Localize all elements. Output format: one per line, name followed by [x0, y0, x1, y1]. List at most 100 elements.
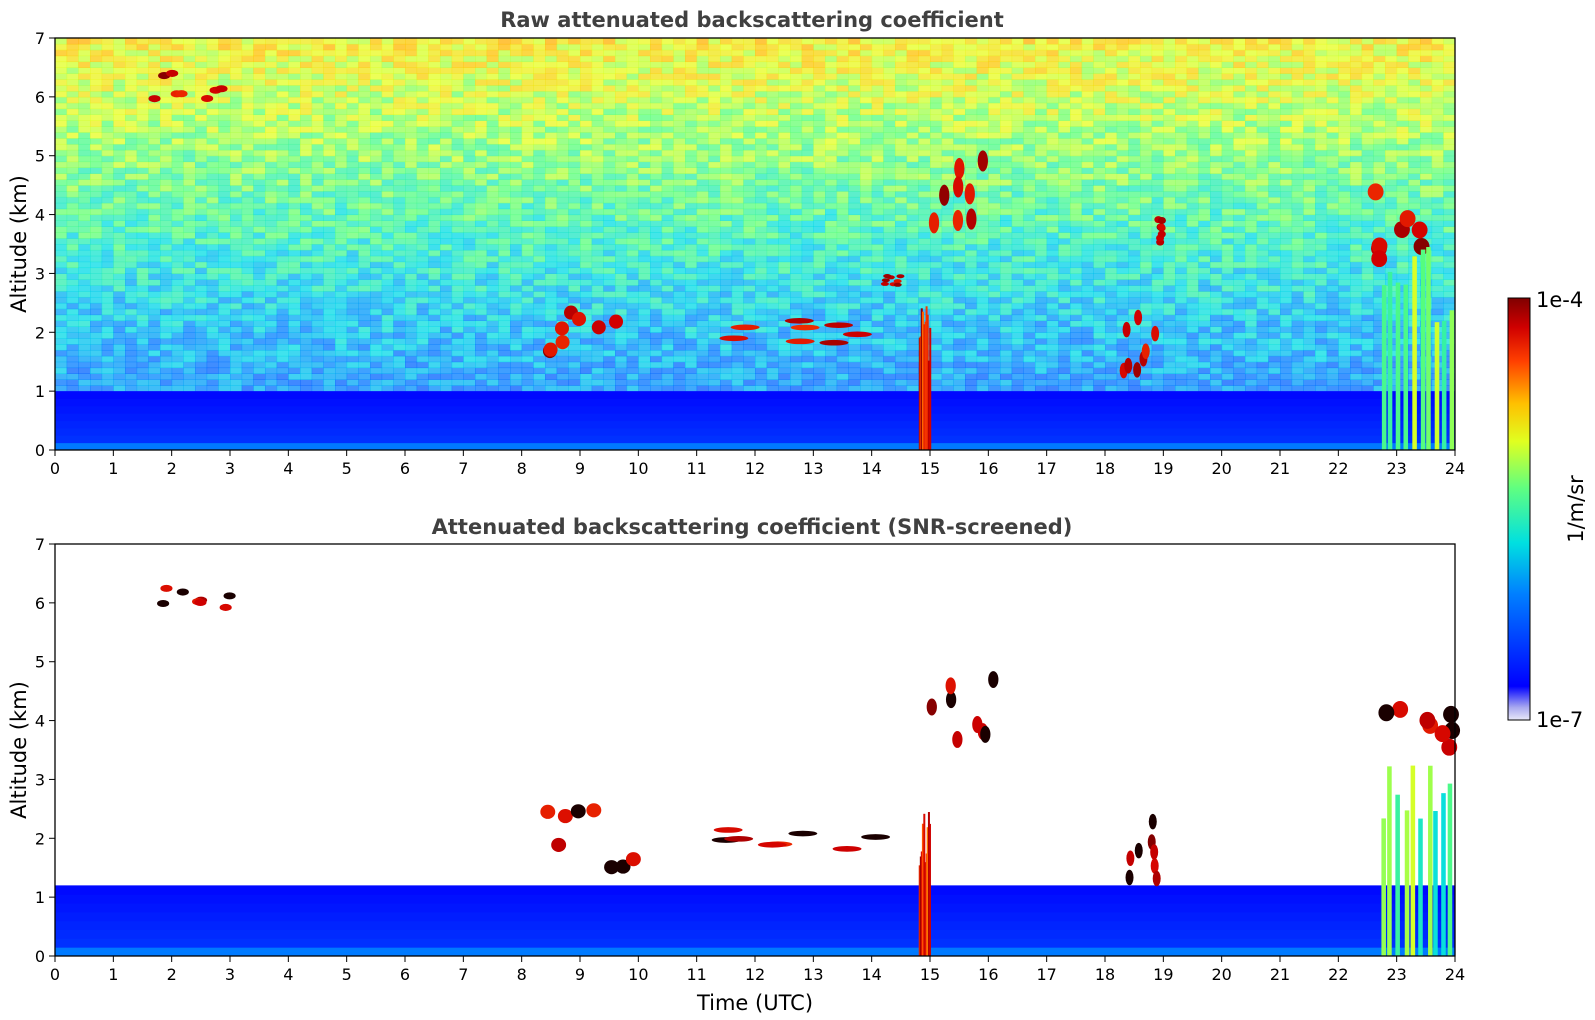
panel-screened-y-ticks: 0 1 2 3 4 5 6 7: [35, 535, 55, 966]
panel-screened-y-label: Altitude (km): [7, 681, 31, 819]
panel-raw: Raw attenuated backscattering coefficien…: [7, 8, 1465, 478]
x-tick-label: 21: [1270, 965, 1290, 984]
y-tick-label: 6: [35, 594, 45, 613]
x-tick-label: 18: [1095, 459, 1115, 478]
x-tick-label: 16: [978, 965, 998, 984]
x-tick-label: 23: [1386, 965, 1406, 984]
x-tick-label: 6: [400, 459, 410, 478]
colorbar-min-label: 1e-7: [1536, 708, 1583, 732]
panel-raw-x-ticks: 0 1 2 3 4 5 6 7 8 9 10 11 12 13 14 15 16 17 18 19 20 21 22 23 24: [50, 450, 1465, 478]
feature-cloud: [711, 827, 891, 852]
feature-cloud: [1119, 309, 1160, 379]
feature-boundary-layer: [55, 391, 1455, 451]
panel-raw-plot-area: [55, 38, 1456, 451]
feature-cloud: [1154, 216, 1166, 246]
y-tick-label: 4: [35, 206, 45, 225]
x-tick-label: 6: [400, 965, 410, 984]
x-tick-label: 24: [1445, 459, 1465, 478]
x-tick-label: 0: [50, 965, 60, 984]
feature-cloud: [928, 150, 988, 234]
x-tick-label: 10: [628, 459, 648, 478]
x-tick-label: 1: [108, 965, 118, 984]
y-tick-label: 0: [35, 947, 45, 966]
feature-boundary-layer: [55, 885, 1455, 957]
x-tick-label: 20: [1211, 965, 1231, 984]
x-tick-label: 12: [745, 459, 765, 478]
feature-cloud: [719, 317, 872, 346]
panel-raw-y-ticks: 0 1 2 3 4 5 6 7: [35, 29, 55, 460]
x-tick-label: 24: [1445, 965, 1465, 984]
x-tick-label: 22: [1328, 965, 1348, 984]
feature-cloud: [1367, 183, 1430, 268]
colorbar-unit-label: 1/m/sr: [1564, 475, 1588, 543]
x-tick-label: 9: [575, 965, 585, 984]
feature-precipitation-column: [918, 812, 931, 956]
y-tick-label: 1: [35, 888, 45, 907]
x-tick-label: 23: [1386, 459, 1406, 478]
panel-raw-title: Raw attenuated backscattering coefficien…: [500, 8, 1004, 32]
x-tick-label: 3: [225, 459, 235, 478]
colorbar-scale: [1507, 297, 1531, 721]
x-tick-label: 18: [1095, 965, 1115, 984]
feature-cloud: [926, 671, 999, 748]
x-tick-label: 7: [458, 965, 468, 984]
colorbar: 1e-4 1e-7 1/m/sr: [1507, 288, 1588, 732]
x-tick-label: 14: [861, 459, 881, 478]
noise-texture: [55, 38, 1456, 392]
y-tick-label: 3: [35, 264, 45, 283]
x-tick-label: 13: [803, 965, 823, 984]
feature-cloud: [880, 274, 905, 287]
x-tick-label: 14: [861, 965, 881, 984]
panel-screened-plot-area: [55, 544, 1461, 957]
panel-screened: Attenuated backscattering coefficient (S…: [7, 515, 1465, 1015]
y-tick-label: 0: [35, 441, 45, 460]
y-tick-label: 2: [35, 829, 45, 848]
x-tick-label: 12: [745, 965, 765, 984]
x-tick-label: 5: [342, 459, 352, 478]
x-tick-label: 11: [686, 965, 706, 984]
x-tick-label: 9: [575, 459, 585, 478]
panel-screened-title: Attenuated backscattering coefficient (S…: [432, 515, 1073, 539]
x-tick-label: 17: [1036, 459, 1056, 478]
x-tick-label: 19: [1153, 965, 1173, 984]
x-tick-label: 8: [517, 459, 527, 478]
x-tick-label: 13: [803, 459, 823, 478]
feature-cloud: [1378, 700, 1461, 756]
x-tick-label: 7: [458, 459, 468, 478]
feature-cloud: [542, 305, 624, 359]
y-tick-label: 6: [35, 88, 45, 107]
y-tick-label: 1: [35, 382, 45, 401]
y-tick-label: 7: [35, 29, 45, 48]
y-tick-label: 3: [35, 770, 45, 789]
x-tick-label: 8: [517, 965, 527, 984]
x-tick-label: 15: [920, 965, 940, 984]
x-tick-label: 2: [167, 965, 177, 984]
x-tick-label: 17: [1036, 965, 1056, 984]
feature-cloud: [148, 69, 228, 103]
y-tick-label: 4: [35, 712, 45, 731]
feature-cloud: [540, 803, 641, 875]
x-tick-label: 4: [283, 459, 293, 478]
panel-raw-y-label: Altitude (km): [7, 175, 31, 313]
x-tick-label: 21: [1270, 459, 1290, 478]
x-tick-label: 4: [283, 965, 293, 984]
feature-precipitation-column: [1381, 765, 1453, 956]
x-tick-label: 11: [686, 459, 706, 478]
panel-screened-x-label: Time (UTC): [696, 991, 813, 1015]
x-tick-label: 1: [108, 459, 118, 478]
x-tick-label: 19: [1153, 459, 1173, 478]
feature-cloud: [1125, 813, 1161, 887]
y-tick-label: 5: [35, 147, 45, 166]
y-tick-label: 2: [35, 323, 45, 342]
x-tick-label: 22: [1328, 459, 1348, 478]
x-tick-label: 5: [342, 965, 352, 984]
x-tick-label: 20: [1211, 459, 1231, 478]
x-tick-label: 3: [225, 965, 235, 984]
y-tick-label: 7: [35, 535, 45, 554]
x-tick-label: 15: [920, 459, 940, 478]
feature-precipitation-column: [1381, 247, 1455, 450]
x-tick-label: 16: [978, 459, 998, 478]
panel-screened-x-ticks: 0 1 2 3 4 5 6 7 8 9 10 11 12 13 14 15 16 17 18 19 20 21 22 23 24: [50, 956, 1465, 984]
x-tick-label: 10: [628, 965, 648, 984]
